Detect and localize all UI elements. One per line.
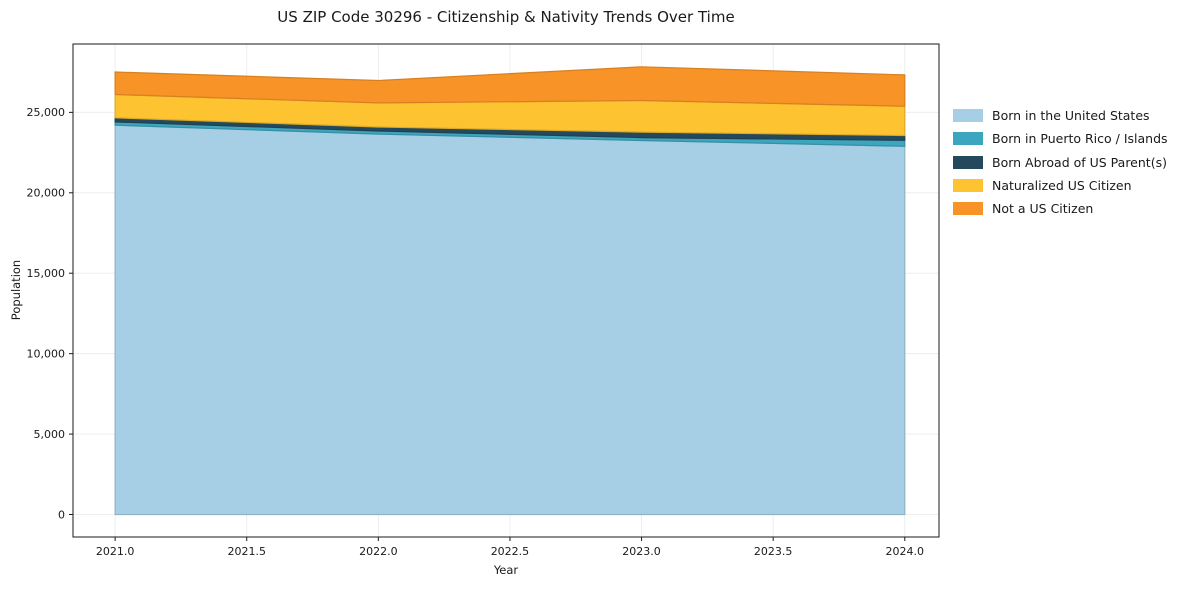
- legend-swatch: [953, 179, 983, 193]
- area-series: [114, 66, 906, 107]
- x-tick-label: 2021.5: [227, 545, 266, 558]
- chart-title: US ZIP Code 30296 - Citizenship & Nativi…: [277, 8, 735, 26]
- legend-item: Not a US Citizen: [953, 197, 1168, 220]
- x-tick-label: 2024.0: [886, 545, 925, 558]
- y-tick-label: 0: [58, 508, 65, 521]
- axes-box: [72, 43, 940, 538]
- y-axis-label: Population: [9, 259, 23, 321]
- x-tick-label: 2022.5: [491, 545, 530, 558]
- legend-label: Naturalized US Citizen: [992, 178, 1132, 194]
- y-tick-label: 15,000: [27, 267, 66, 280]
- area-series: [114, 124, 906, 516]
- legend-swatch: [953, 132, 983, 146]
- legend-item: Born Abroad of US Parent(s): [953, 151, 1168, 174]
- legend-swatch: [953, 155, 983, 169]
- x-tick-label: 2023.5: [754, 545, 793, 558]
- x-tick-label: 2022.0: [359, 545, 398, 558]
- legend-label: Born Abroad of US Parent(s): [992, 154, 1167, 170]
- legend-item: Naturalized US Citizen: [953, 174, 1168, 197]
- legend-item: Born in the United States: [953, 104, 1168, 127]
- y-tick-label: 10,000: [27, 347, 66, 360]
- legend-label: Born in Puerto Rico / Islands: [992, 131, 1168, 147]
- y-tick-label: 20,000: [27, 187, 66, 200]
- x-tick-label: 2021.0: [96, 545, 135, 558]
- legend-label: Not a US Citizen: [992, 201, 1094, 217]
- x-axis-label: Year: [493, 563, 519, 577]
- x-tick-label: 2023.0: [622, 545, 661, 558]
- legend-item: Born in Puerto Rico / Islands: [953, 127, 1168, 150]
- legend-swatch: [953, 202, 983, 216]
- legend-label: Born in the United States: [992, 108, 1150, 124]
- legend-swatch: [953, 109, 983, 123]
- y-tick-label: 25,000: [27, 106, 66, 119]
- y-tick-label: 5,000: [34, 428, 66, 441]
- legend: Born in the United States Born in Puerto …: [953, 104, 1168, 220]
